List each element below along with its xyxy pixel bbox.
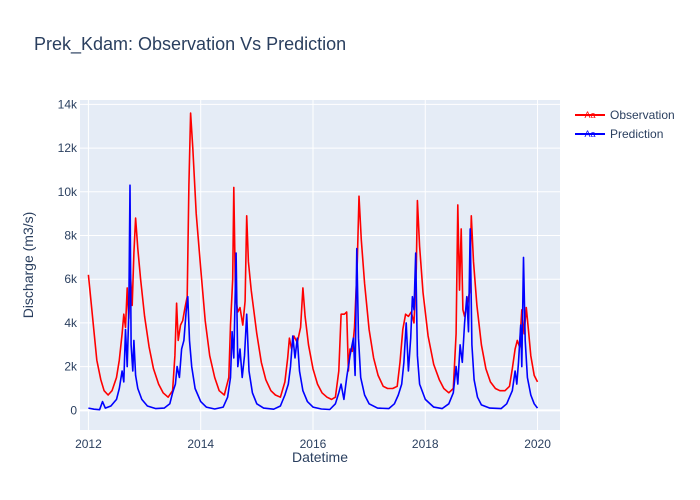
legend-symbol: Aa (584, 110, 595, 120)
x-tick-label: 2016 (300, 437, 327, 451)
y-tick-label: 6k (64, 272, 78, 286)
y-tick-label: 14k (58, 97, 78, 111)
tick-labels: 2012 2014 2016 2018 2020 0 2k 4k 6k 8k 10k 12k 14k (58, 97, 552, 451)
legend-item-prediction[interactable]: Aa Prediction (575, 127, 663, 141)
legend[interactable]: Aa Observation Aa Prediction (575, 108, 675, 141)
x-axis-title: Datetime (292, 449, 348, 465)
x-tick-label: 2012 (75, 437, 102, 451)
plot-area (80, 100, 560, 430)
legend-symbol: Aa (584, 129, 595, 139)
y-tick-label: 4k (64, 316, 78, 330)
y-tick-label: 8k (64, 228, 78, 242)
legend-label: Observation (610, 108, 675, 122)
series-lines (87, 112, 539, 411)
y-axis-title: Discharge (m3/s) (20, 212, 36, 319)
legend-label: Prediction (610, 127, 663, 141)
legend-item-observation[interactable]: Aa Observation (575, 108, 675, 122)
y-tick-label: 2k (64, 360, 78, 374)
chart-title: Prek_Kdam: Observation Vs Prediction (34, 34, 346, 55)
series-line-observation (87, 112, 539, 401)
grid-lines (80, 100, 560, 430)
series-line-prediction (88, 184, 539, 411)
x-tick-label: 2020 (524, 437, 551, 451)
x-tick-label: 2018 (412, 437, 439, 451)
x-tick-label: 2014 (187, 437, 214, 451)
y-tick-label: 10k (58, 185, 78, 199)
y-tick-label: 0 (70, 403, 77, 417)
y-tick-label: 12k (58, 141, 78, 155)
